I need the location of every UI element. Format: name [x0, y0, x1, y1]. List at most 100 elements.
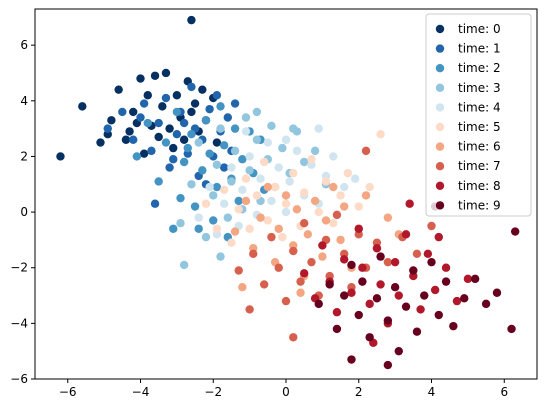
point-6-16 [336, 235, 345, 245]
point-9-22 [470, 274, 480, 284]
point-3-7 [223, 213, 232, 222]
legend-label: time: 1 [458, 42, 501, 56]
point-2-2 [154, 177, 163, 186]
point-1-21 [230, 99, 240, 108]
point-6-4 [263, 182, 273, 192]
point-5-16 [307, 155, 316, 164]
point-9-8 [372, 294, 382, 303]
point-1-6 [161, 93, 171, 103]
point-9-2 [332, 324, 342, 334]
point-9-9 [376, 252, 385, 261]
point-2-19 [238, 155, 247, 164]
point-9-20 [449, 321, 458, 331]
legend-marker [435, 162, 445, 171]
point-2-7 [187, 129, 196, 139]
point-5-19 [329, 219, 338, 228]
point-0-12 [158, 102, 167, 111]
point-2-12 [209, 216, 218, 225]
point-9-10 [383, 316, 393, 325]
point-6-6 [274, 224, 283, 233]
point-6-0 [230, 227, 240, 236]
point-3-9 [230, 146, 240, 156]
point-3-21 [299, 157, 309, 167]
legend-label: time: 5 [458, 120, 501, 134]
legend-marker [435, 103, 445, 112]
point-0-21 [198, 85, 207, 94]
point-0-8 [139, 149, 149, 158]
point-8-10 [372, 244, 382, 253]
point-9-14 [409, 266, 418, 275]
legend-marker [435, 142, 445, 151]
point-3-2 [194, 138, 203, 147]
point-5-17 [314, 207, 323, 217]
x-tick-label: −2 [204, 385, 222, 399]
point-9-18 [434, 310, 443, 320]
point-3-26 [252, 107, 262, 117]
legend-label: time: 7 [458, 159, 501, 173]
legend-label: time: 4 [458, 100, 501, 114]
point-4-21 [340, 182, 349, 192]
point-9-19 [441, 277, 451, 286]
point-7-24 [245, 305, 254, 314]
x-tick-label: 6 [500, 385, 508, 399]
point-4-11 [267, 196, 276, 206]
point-3-25 [216, 252, 225, 261]
point-2-9 [198, 166, 207, 175]
point-2-24 [169, 224, 178, 233]
point-9-11 [390, 282, 400, 292]
y-tick-label: −4 [10, 316, 28, 330]
point-4-3 [219, 199, 229, 208]
y-tick-label: 2 [20, 149, 28, 163]
point-9-6 [358, 277, 367, 286]
legend-label: time: 0 [458, 22, 501, 36]
x-tick-label: 4 [428, 385, 436, 399]
point-1-26 [136, 113, 145, 122]
point-3-18 [278, 143, 287, 153]
legend-marker [435, 24, 445, 34]
point-2-15 [219, 141, 229, 150]
point-3-5 [212, 160, 222, 169]
point-0-14 [169, 143, 178, 153]
point-7-9 [307, 257, 316, 267]
point-4-22 [241, 127, 251, 136]
point-6-20 [361, 191, 371, 200]
point-6-14 [321, 216, 331, 225]
point-6-15 [329, 182, 338, 192]
point-0-5 [121, 135, 131, 144]
point-2-25 [194, 224, 203, 233]
point-5-15 [299, 188, 309, 197]
legend-label: time: 2 [458, 61, 501, 75]
point-7-5 [281, 296, 291, 306]
point-7-2 [259, 280, 269, 289]
x-tick-label: −4 [132, 385, 150, 399]
point-4-10 [263, 138, 273, 147]
point-0-29 [187, 107, 196, 117]
point-8-7 [354, 224, 363, 233]
point-8-18 [423, 249, 433, 259]
legend-marker [435, 181, 445, 190]
point-9-0 [314, 299, 323, 309]
point-4-20 [329, 152, 338, 161]
point-0-1 [78, 102, 87, 111]
point-4-13 [281, 207, 291, 217]
point-9-3 [340, 291, 349, 300]
points-layer [56, 15, 520, 370]
point-9-4 [347, 260, 356, 270]
point-0-0 [56, 152, 65, 161]
point-1-8 [172, 129, 182, 139]
point-8-17 [416, 305, 425, 314]
point-3-0 [176, 219, 185, 228]
point-5-0 [201, 199, 211, 208]
point-5-7 [252, 191, 262, 200]
point-3-27 [289, 124, 298, 133]
point-8-22 [463, 274, 473, 284]
point-1-7 [165, 163, 174, 172]
point-0-4 [114, 85, 123, 94]
point-7-25 [427, 221, 436, 231]
point-7-3 [267, 232, 276, 242]
x-tick-label: −6 [59, 385, 77, 399]
point-9-21 [460, 294, 469, 303]
point-2-3 [161, 138, 171, 147]
point-2-14 [216, 102, 225, 111]
point-2-0 [132, 152, 142, 161]
